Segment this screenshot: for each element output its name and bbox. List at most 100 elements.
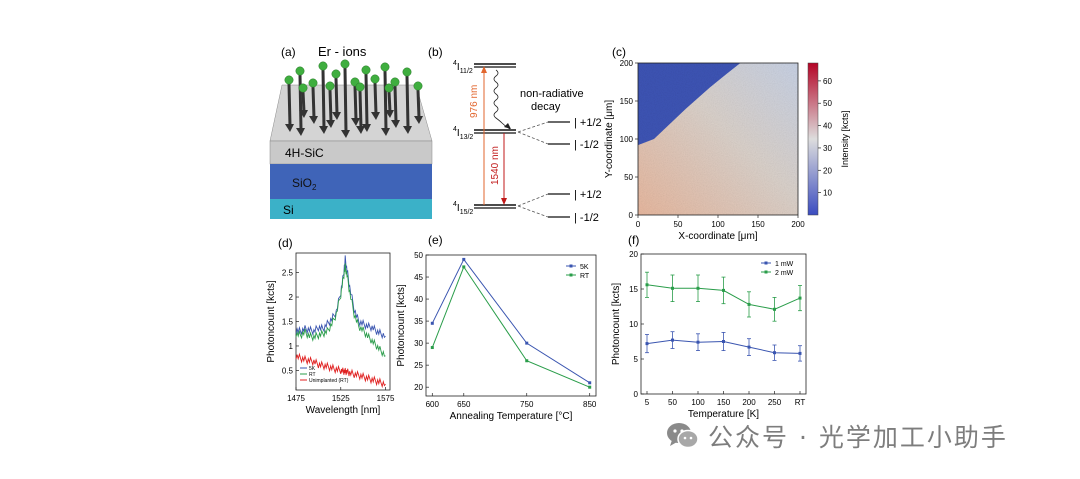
panel-c: (c) 0 50 100 150 200 0 50 100 150 200 X-coordinate…: [604, 45, 850, 242]
colorbar-tick-label: 40: [823, 122, 832, 131]
implant-arrow-head: [403, 126, 412, 134]
x-axis-label: Annealing Temperature [°C]: [450, 411, 573, 422]
data-point: [696, 340, 700, 344]
implant-arrow-shaft: [383, 70, 388, 131]
legend-label: RT: [309, 372, 316, 378]
er-ion-group: [284, 59, 423, 138]
x-tick-label: 150: [717, 398, 731, 407]
nonrad-label-1: non-radiative: [520, 88, 584, 100]
x-tick-label: 100: [711, 220, 725, 229]
implant-arrow-head: [341, 130, 350, 138]
implant-arrow-head: [371, 112, 380, 120]
x-tick-label: 100: [691, 398, 705, 407]
implant-arrow-head: [309, 116, 318, 124]
data-point: [525, 359, 529, 363]
implant-arrow-shaft: [387, 91, 392, 113]
implant-arrow-head: [356, 126, 365, 134]
implant-arrow-shaft: [373, 82, 378, 115]
x-tick-label: 150: [751, 220, 765, 229]
sublevel-2-label: | -1/2: [574, 139, 599, 151]
er-ion: [295, 66, 305, 76]
series-line-0: [431, 258, 590, 384]
panel-a: (a) Er - ions 4H-SiC SiO2 Si: [269, 44, 433, 219]
data-point: [645, 342, 649, 346]
panel-e-label: (e): [428, 233, 443, 247]
x-tick-label: 50: [674, 220, 683, 229]
level-i11-2-label: 4I11/2: [453, 60, 473, 75]
legend-label: RT: [580, 273, 590, 280]
implant-arrow-head: [391, 120, 400, 128]
data-point: [462, 265, 466, 269]
y-axis-label: Photoncount [kcts]: [396, 284, 407, 366]
implant-arrow-shaft: [321, 69, 326, 129]
x-tick-label: 650: [457, 400, 471, 409]
watermark-text: 公众号 · 光学加工小助手: [708, 423, 1008, 452]
y-axis-label: Photoncount [kcts]: [266, 280, 277, 362]
sio2-layer: [270, 164, 432, 199]
y-tick-label: 15: [629, 285, 638, 294]
x-tick-label: 600: [426, 400, 440, 409]
series-line-2: [295, 352, 386, 389]
data-point: [588, 385, 592, 389]
arrow-1540-head: [501, 198, 507, 205]
x-tick-label: 1575: [377, 394, 395, 403]
x-axis-label: Temperature [K]: [688, 409, 759, 420]
series-line-0: [295, 255, 386, 340]
data-point: [798, 296, 802, 300]
implant-arrow-head: [385, 110, 394, 118]
implanted-region: [638, 63, 741, 146]
data-point: [430, 346, 434, 350]
legend-marker: [764, 270, 768, 274]
y-tick-label: 2: [289, 293, 294, 302]
er-ion: [384, 83, 394, 93]
y-tick-label: 30: [414, 339, 423, 348]
data-point: [722, 288, 725, 292]
x-tick-label: 200: [791, 220, 805, 229]
si-layer-label: Si: [283, 203, 294, 217]
y-tick-label: 45: [414, 273, 423, 282]
implant-arrow-shaft: [334, 77, 339, 115]
panel-b: (b) 4I11/2 4I13/2 4I15/2 976 nm 1540 nm …: [428, 45, 602, 224]
series-line-1: [431, 265, 590, 388]
y-tick-label: 5: [634, 355, 639, 364]
implant-arrow-shaft: [328, 89, 333, 123]
data-point: [773, 307, 776, 311]
colorbar: [807, 62, 819, 216]
implant-arrow-shaft: [416, 89, 421, 119]
legend-label: 5K: [309, 366, 316, 372]
y-tick-label: 0: [634, 390, 639, 399]
level-i15-2-label: 4I15/2: [453, 201, 473, 216]
series-line-1: [295, 263, 386, 358]
x-tick-label: 50: [668, 398, 677, 407]
y-tick-label: 50: [624, 173, 633, 182]
nonrad-decay-path: [493, 69, 511, 130]
sublevel-4-label: | -1/2: [574, 212, 599, 224]
colorbar-tick-label: 10: [823, 189, 832, 198]
data-point: [645, 283, 649, 287]
sic-layer-label: 4H-SiC: [285, 146, 324, 160]
nonrad-decay-head: [504, 123, 511, 129]
y-tick-label: 2.5: [282, 269, 294, 278]
implant-arrow-shaft: [298, 74, 303, 131]
x-tick-label: 1475: [287, 394, 305, 403]
er-ion: [413, 81, 423, 91]
y-tick-label: 10: [629, 320, 638, 329]
nonrad-label-2: decay: [531, 101, 561, 113]
implant-arrow-shaft: [393, 85, 398, 123]
data-point: [773, 351, 776, 355]
x-tick-label: 1525: [332, 394, 350, 403]
panel-f: (f) 5 50 100 150 200 250 RT05101520Temperature…: [611, 233, 807, 420]
implant-arrow-head: [299, 110, 308, 118]
panel-b-label: (b): [428, 45, 443, 59]
sio2-layer-label: SiO2: [292, 176, 317, 192]
er-ion: [361, 65, 371, 75]
data-point: [696, 286, 700, 290]
x-tick-label: 750: [520, 400, 534, 409]
implant-arrow-shaft: [343, 67, 348, 133]
heatmap-plot: 0 50 100 150 200 0 50 100 150 200 X-coordinate [μm…: [604, 59, 850, 242]
legend-label: 1 mW: [775, 261, 794, 268]
x-tick-label: RT: [795, 398, 806, 407]
y-tick-label: 1: [289, 342, 294, 351]
y-tick-label: 1.5: [282, 318, 294, 327]
arrow-976-label: 976 nm: [469, 85, 480, 118]
